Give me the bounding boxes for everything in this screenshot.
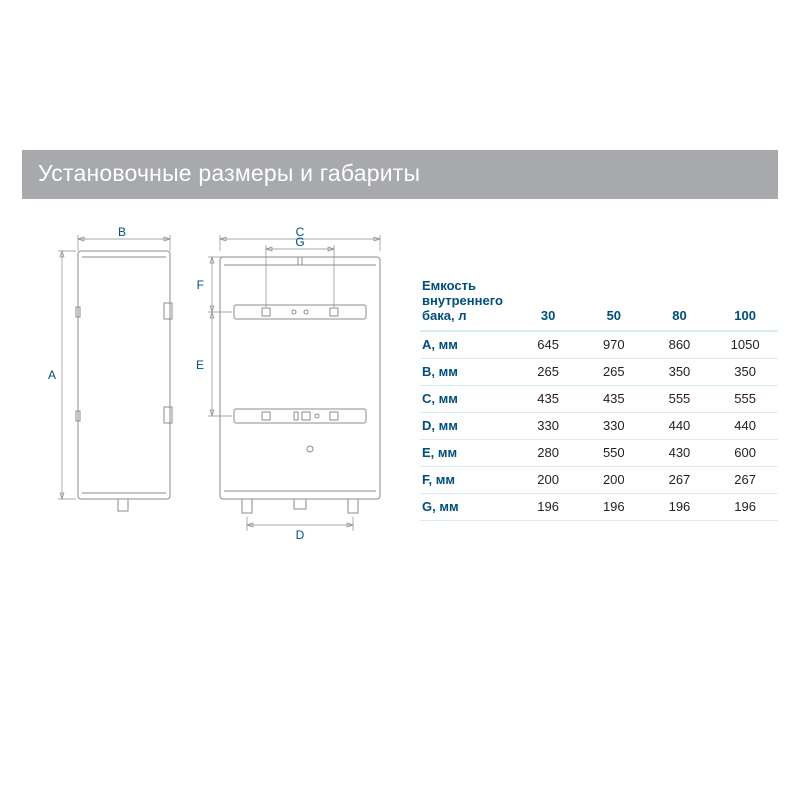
cell: 196	[581, 494, 647, 521]
dim-label-e: E	[196, 358, 204, 372]
row-label: F, мм	[420, 467, 515, 494]
cell: 350	[712, 359, 778, 386]
cell: 196	[515, 494, 581, 521]
cell: 330	[581, 413, 647, 440]
dim-label-a: A	[48, 368, 56, 382]
cell: 350	[647, 359, 713, 386]
dim-label-b: B	[118, 227, 126, 239]
col-header: 50	[581, 273, 647, 331]
table-row: D, мм 330 330 440 440	[420, 413, 778, 440]
row-label: B, мм	[420, 359, 515, 386]
cell: 435	[581, 386, 647, 413]
cell: 200	[515, 467, 581, 494]
cell: 970	[581, 331, 647, 359]
dim-label-g: G	[295, 235, 304, 249]
cell: 280	[515, 440, 581, 467]
cell: 430	[647, 440, 713, 467]
row-label: E, мм	[420, 440, 515, 467]
cell: 265	[581, 359, 647, 386]
cell: 645	[515, 331, 581, 359]
dim-label-d: D	[296, 528, 305, 542]
table-row: C, мм 435 435 555 555	[420, 386, 778, 413]
cell: 440	[647, 413, 713, 440]
cell: 200	[581, 467, 647, 494]
cell: 600	[712, 440, 778, 467]
cell: 555	[712, 386, 778, 413]
col-header: 80	[647, 273, 713, 331]
dimension-diagrams: .ln { stroke:#8a8c8e; stroke-width:1; fi…	[32, 227, 402, 547]
col-header: 100	[712, 273, 778, 331]
dim-label-f: F	[197, 278, 204, 292]
diagram-svg: .ln { stroke:#8a8c8e; stroke-width:1; fi…	[32, 227, 402, 547]
header-label: Емкость внутреннего бака, л	[420, 273, 515, 331]
table-row: F, мм 200 200 267 267	[420, 467, 778, 494]
title-bar: Установочные размеры и габариты	[22, 150, 778, 199]
table-row: B, мм 265 265 350 350	[420, 359, 778, 386]
cell: 267	[647, 467, 713, 494]
cell: 555	[647, 386, 713, 413]
cell: 550	[581, 440, 647, 467]
dimensions-table-wrap: Емкость внутреннего бака, л 30 50 80 100…	[420, 227, 778, 521]
table-header-row: Емкость внутреннего бака, л 30 50 80 100	[420, 273, 778, 331]
cell: 435	[515, 386, 581, 413]
row-label: A, мм	[420, 331, 515, 359]
cell: 440	[712, 413, 778, 440]
cell: 330	[515, 413, 581, 440]
content-row: .ln { stroke:#8a8c8e; stroke-width:1; fi…	[22, 227, 778, 547]
table-row: A, мм 645 970 860 1050	[420, 331, 778, 359]
page-title: Установочные размеры и габариты	[38, 160, 420, 186]
cell: 196	[712, 494, 778, 521]
table-row: E, мм 280 550 430 600	[420, 440, 778, 467]
row-label: G, мм	[420, 494, 515, 521]
cell: 196	[647, 494, 713, 521]
table-row: G, мм 196 196 196 196	[420, 494, 778, 521]
row-label: D, мм	[420, 413, 515, 440]
cell: 1050	[712, 331, 778, 359]
cell: 267	[712, 467, 778, 494]
row-label: C, мм	[420, 386, 515, 413]
col-header: 30	[515, 273, 581, 331]
cell: 265	[515, 359, 581, 386]
dimensions-table: Емкость внутреннего бака, л 30 50 80 100…	[420, 273, 778, 521]
cell: 860	[647, 331, 713, 359]
